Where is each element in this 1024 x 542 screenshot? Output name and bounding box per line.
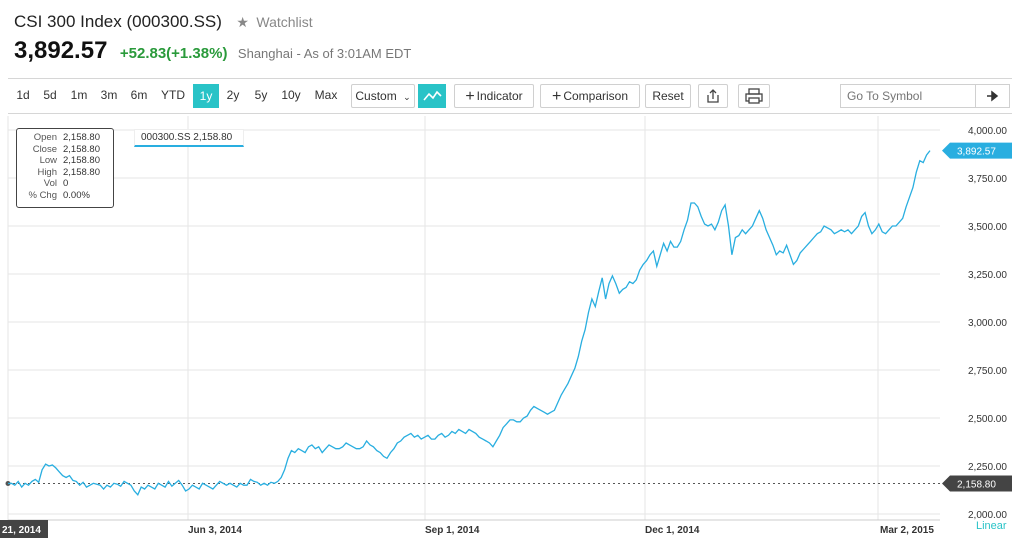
comparison-button[interactable]: + Comparison [540,84,640,108]
scale-toggle[interactable]: Linear [976,520,1007,532]
y-tick-label: 2,500.00 [968,414,1007,425]
change-value: +52.83 [119,45,167,62]
indicator-label: Indicator [476,89,523,103]
last-value-badge [942,142,1012,159]
series-legend: 000300.SS 2,158.80 [134,129,244,147]
chart-grid [7,116,940,521]
share-icon [707,89,719,103]
x-tick-label: 21, 2014 [2,525,41,536]
reset-label: Reset [652,89,684,103]
y-tick-label: 2,250.00 [968,462,1007,473]
price-row: 3,892.57 +52.83(+1.38%) Shanghai - As of… [14,37,411,65]
share-button[interactable] [698,84,728,108]
star-icon[interactable]: ★ [236,14,249,30]
x-tick-label: Sep 1, 2014 [425,525,480,536]
range-button-10y[interactable]: 10y [276,84,306,108]
tooltip-row: Open 2,158.80 [17,132,113,144]
tooltip-value: 2,158.80 [63,155,100,166]
range-button-ytd[interactable]: YTD [156,84,190,108]
tooltip-row: Vol 0 [17,178,113,190]
y-axis-ticks: 2,000.00 2,250.00 2,500.00 2,750.00 3,000.00… [968,126,1007,521]
x-axis-ticks: 21, 2014 Jun 3, 2014 Sep 1, 2014 Dec 1, 201… [0,520,934,538]
range-button-5y[interactable]: 5y [249,84,273,108]
x-tick-highlight [0,520,48,538]
range-button-3m[interactable]: 3m [95,84,123,108]
symbol-search-input[interactable] [840,84,976,108]
y-tick-label: 2,000.00 [968,510,1007,521]
reference-value-label: 2,158.80 [957,480,996,491]
printer-icon [745,88,763,104]
range-button-6m[interactable]: 6m [126,84,152,108]
plus-icon: + [465,88,475,105]
range-button-1m[interactable]: 1m [66,84,92,108]
custom-label: Custom [355,89,397,103]
tooltip-value: 2,158.80 [63,143,100,155]
reference-value-badge [942,475,1012,492]
y-tick-label: 2,750.00 [968,366,1007,377]
chart-toolbar: 1d 5d 1m 3m 6m YTD 1y 2y 5y 10y Max Custom ⌄ + Indi… [8,78,1012,114]
chart-type-button[interactable] [418,84,446,108]
tooltip-key: High [37,166,57,178]
tooltip-value: 2,158.80 [63,132,100,143]
print-button[interactable] [738,84,770,108]
tooltip-key: Vol [43,178,57,189]
tooltip-row: High 2,158.80 [17,167,113,179]
value-badges: 3,892.57 2,158.80 [942,142,1012,492]
range-button-1y[interactable]: 1y [193,84,219,108]
y-tick-label: 3,750.00 [968,174,1007,185]
tooltip-row: Close 2,158.80 [17,144,113,156]
watchlist-link[interactable]: Watchlist [256,14,313,30]
x-tick-label: Mar 2, 2015 [880,525,934,536]
tooltip-key: Low [39,155,57,166]
range-button-max[interactable]: Max [311,84,341,108]
quote-header: CSI 300 Index (000300.SS) ★ Watchlist 3,… [14,6,1014,68]
chevron-down-icon: ⌄ [403,92,411,102]
tooltip-key: Close [32,143,57,155]
y-tick-label: 3,250.00 [968,270,1007,281]
range-button-5d[interactable]: 5d [38,84,62,108]
tooltip-key: % Chg [28,189,57,201]
tooltip-row: % Chg 0.00% [17,190,113,202]
market-status: Shanghai - As of 3:01AM EDT [237,46,412,61]
plus-icon: + [551,88,562,105]
x-tick-label: Dec 1, 2014 [645,525,700,536]
range-button-2y[interactable]: 2y [221,84,245,108]
tooltip-value: 2,158.80 [63,166,100,178]
x-tick-label: Jun 3, 2014 [188,525,242,536]
tooltip-key: Open [33,132,57,143]
price-change: +52.83(+1.38%) [120,45,228,62]
line-chart-icon [423,90,442,101]
reference-line [5,481,945,487]
last-price: 3,892.57 [14,37,108,64]
go-symbol-button[interactable] [976,84,1010,108]
page-title: CSI 300 Index (000300.SS) [14,12,222,31]
change-percent: (+1.38%) [166,45,228,62]
ohlc-tooltip: Open 2,158.80 Close 2,158.80 Low 2,158.80 High… [16,128,114,208]
indicator-button[interactable]: + Indicator [454,84,534,108]
price-series-line [7,150,931,496]
price-chart[interactable]: 2,000.00 2,250.00 2,500.00 2,750.00 3,000.00… [0,114,1024,542]
range-button-1d[interactable]: 1d [12,84,34,108]
y-tick-label: 3,500.00 [968,222,1007,233]
tooltip-value: 0.00% [63,189,90,201]
title-row: CSI 300 Index (000300.SS) ★ Watchlist [14,12,313,32]
custom-range-button[interactable]: Custom ⌄ [351,84,415,108]
comparison-label: Comparison [563,89,629,103]
reference-dot [5,481,11,487]
y-tick-label: 3,000.00 [968,318,1007,329]
last-value-label: 3,892.57 [957,147,996,158]
arrow-right-icon [987,90,999,102]
tooltip-row: Low 2,158.80 [17,155,113,167]
tooltip-value: 0 [63,178,69,189]
reset-button[interactable]: Reset [645,84,691,108]
y-tick-label: 4,000.00 [968,126,1007,137]
